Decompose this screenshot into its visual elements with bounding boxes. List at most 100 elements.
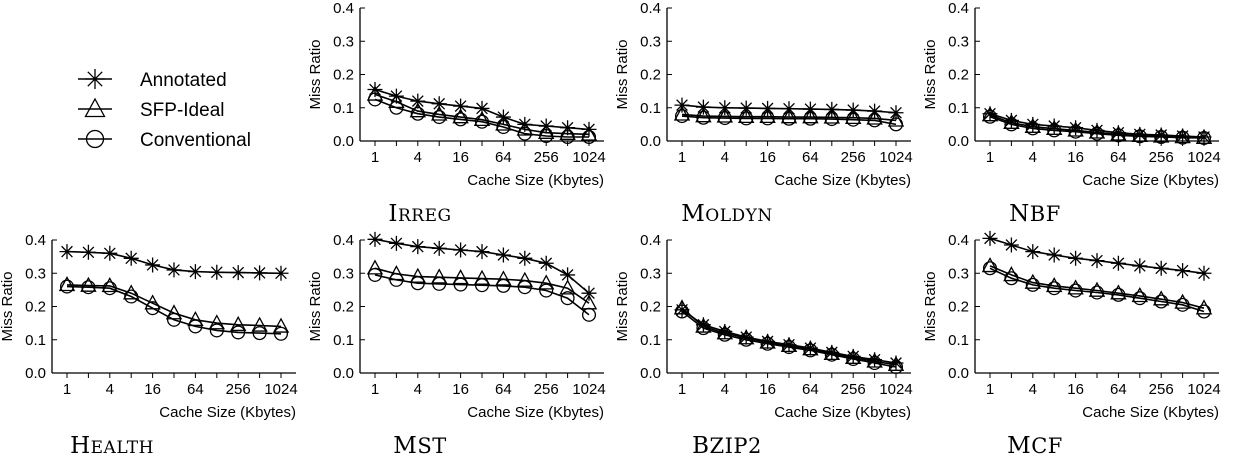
- data-point: [123, 250, 139, 266]
- data-point: [388, 88, 404, 104]
- series-line: [374, 98, 589, 138]
- data-point: [59, 244, 75, 260]
- data-point: [1046, 118, 1062, 134]
- data-point: [981, 106, 999, 122]
- data-point: [696, 110, 711, 125]
- data-point: [867, 355, 882, 371]
- data-point: [367, 231, 383, 247]
- y-tick-label: 0.4: [948, 0, 969, 17]
- data-point: [581, 129, 597, 145]
- x-tick-label: 4: [1029, 149, 1037, 166]
- data-point: [389, 272, 404, 287]
- y-tick-label: 0.3: [25, 265, 46, 282]
- data-point: [431, 240, 447, 256]
- series-line: [681, 113, 897, 122]
- data-point: [495, 247, 511, 263]
- data-point: [1047, 281, 1062, 296]
- data-point: [410, 93, 426, 109]
- data-point: [759, 107, 776, 124]
- data-point: [1089, 122, 1105, 138]
- y-tick-label: 0.2: [948, 299, 969, 316]
- data-point: [581, 285, 597, 301]
- data-point: [453, 242, 469, 258]
- series-line: [681, 310, 897, 368]
- data-point: [432, 276, 447, 291]
- data-point: [1068, 283, 1083, 298]
- y-tick-label: 0.2: [640, 299, 661, 316]
- series-line: [681, 115, 897, 126]
- chart-panel-moldyn: 0.0 0.1 0.2 0.3 0.4 1 4 16 64 256 1024 Miss Ratio Ca…: [614, 0, 913, 227]
- y-tick-label: 0.3: [948, 265, 969, 282]
- y-tick-label: 0.1: [25, 332, 46, 349]
- series-annotated: [982, 106, 1212, 145]
- data-point: [866, 109, 883, 125]
- data-point: [823, 108, 841, 124]
- x-axis-label: Cache Size (Kbytes): [467, 404, 604, 421]
- data-point: [888, 117, 904, 132]
- panel-title: MST: [393, 433, 446, 454]
- data-point: [101, 277, 119, 293]
- data-point: [430, 268, 448, 284]
- data-point: [517, 116, 533, 132]
- y-tick-label: 0.2: [333, 299, 354, 316]
- x-tick-label: 16: [452, 381, 469, 398]
- x-tick-label: 256: [226, 381, 251, 398]
- x-tick-label: 64: [1110, 149, 1127, 166]
- data-point: [1003, 266, 1020, 282]
- data-point: [580, 125, 598, 141]
- x-tick-label: 4: [721, 381, 729, 398]
- data-point: [1067, 121, 1084, 137]
- legend-label: SFP-Ideal: [140, 100, 224, 121]
- x-tick-label: 256: [1149, 149, 1174, 166]
- data-point: [1154, 129, 1169, 145]
- data-point: [738, 329, 754, 345]
- data-point: [496, 278, 511, 293]
- data-point: [1153, 127, 1169, 143]
- data-point: [252, 326, 267, 341]
- data-point: [846, 112, 861, 127]
- y-tick-label: 0.2: [25, 299, 46, 316]
- x-tick-label: 1: [371, 381, 379, 398]
- data-point: [560, 267, 576, 283]
- x-tick-label: 1: [678, 381, 686, 398]
- x-tick-label: 4: [414, 381, 422, 398]
- series-annotated: [982, 230, 1212, 281]
- panel-title: IRREG: [388, 201, 451, 227]
- data-point: [58, 276, 76, 292]
- data-point: [1088, 281, 1106, 297]
- data-point: [802, 108, 819, 124]
- chart-panel-mst: 0.0 0.1 0.2 0.3 0.4 1 4 16 64 256 1024 Miss Ratio Ca…: [307, 231, 606, 454]
- y-tick-label: 0.4: [640, 232, 661, 249]
- data-point: [367, 92, 383, 107]
- x-tick-label: 16: [759, 149, 776, 166]
- data-point: [367, 81, 383, 97]
- series-annotated: [367, 81, 597, 137]
- data-point: [229, 315, 247, 332]
- data-point: [1047, 123, 1062, 138]
- data-point: [1045, 119, 1063, 135]
- data-point: [165, 304, 183, 320]
- x-tick-label: 1: [986, 381, 994, 398]
- data-point: [453, 112, 468, 127]
- data-point: [824, 344, 840, 360]
- data-point: [1004, 117, 1019, 132]
- y-tick-label: 0.3: [948, 33, 969, 50]
- data-point: [674, 109, 690, 124]
- x-tick-label: 4: [721, 149, 729, 166]
- data-point: [1004, 271, 1019, 286]
- x-tick-label: 4: [414, 149, 422, 166]
- data-point: [473, 110, 491, 126]
- data-point: [474, 278, 490, 293]
- data-point: [781, 111, 797, 126]
- y-axis-label: Miss Ratio: [0, 271, 16, 341]
- x-tick-label: 1024: [572, 149, 605, 166]
- series-line: [66, 285, 282, 335]
- y-tick-label: 0.3: [640, 33, 661, 50]
- data-point: [739, 332, 754, 347]
- data-point: [1131, 126, 1149, 142]
- data-point: [452, 108, 469, 124]
- y-tick-label: 0.4: [25, 232, 46, 249]
- data-point: [1152, 290, 1170, 306]
- x-tick-label: 1: [371, 149, 379, 166]
- data-point: [539, 283, 554, 298]
